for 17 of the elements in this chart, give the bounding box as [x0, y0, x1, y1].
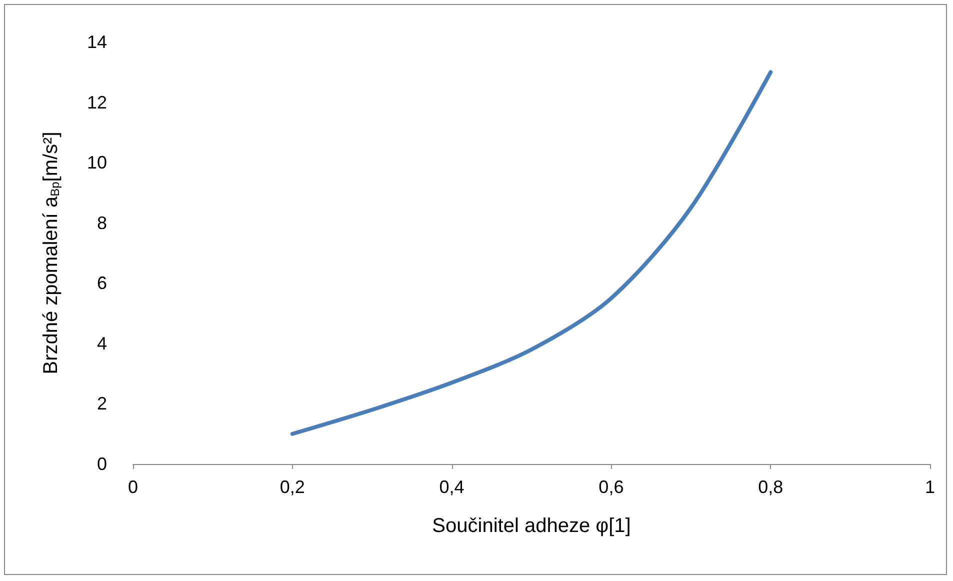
y-tick-label: 2 [96, 394, 107, 414]
y-tick-label: 10 [86, 152, 107, 173]
x-tick-label: 0 [128, 477, 138, 497]
y-tick-label: 14 [86, 32, 107, 52]
x-tick-label: 1 [924, 477, 936, 497]
x-tick-label: 0,8 [758, 477, 784, 497]
x-tick-label: 0,6 [598, 477, 624, 497]
y-tick-label: 4 [96, 333, 107, 354]
y-tick-label: 6 [96, 273, 107, 294]
x-tick-label: 0,4 [439, 477, 464, 497]
line-series [290, 70, 773, 436]
x-tick-label: 0,2 [280, 477, 305, 497]
y-axis-title: Brzdné zpomalení aBp[m/s²] [40, 132, 62, 374]
x-axis-title: Součinitel adheze φ[1] [432, 515, 631, 537]
y-tick-label: 8 [96, 212, 107, 233]
y-tick-label: 12 [86, 92, 107, 112]
y-tick-label: 0 [96, 454, 107, 474]
